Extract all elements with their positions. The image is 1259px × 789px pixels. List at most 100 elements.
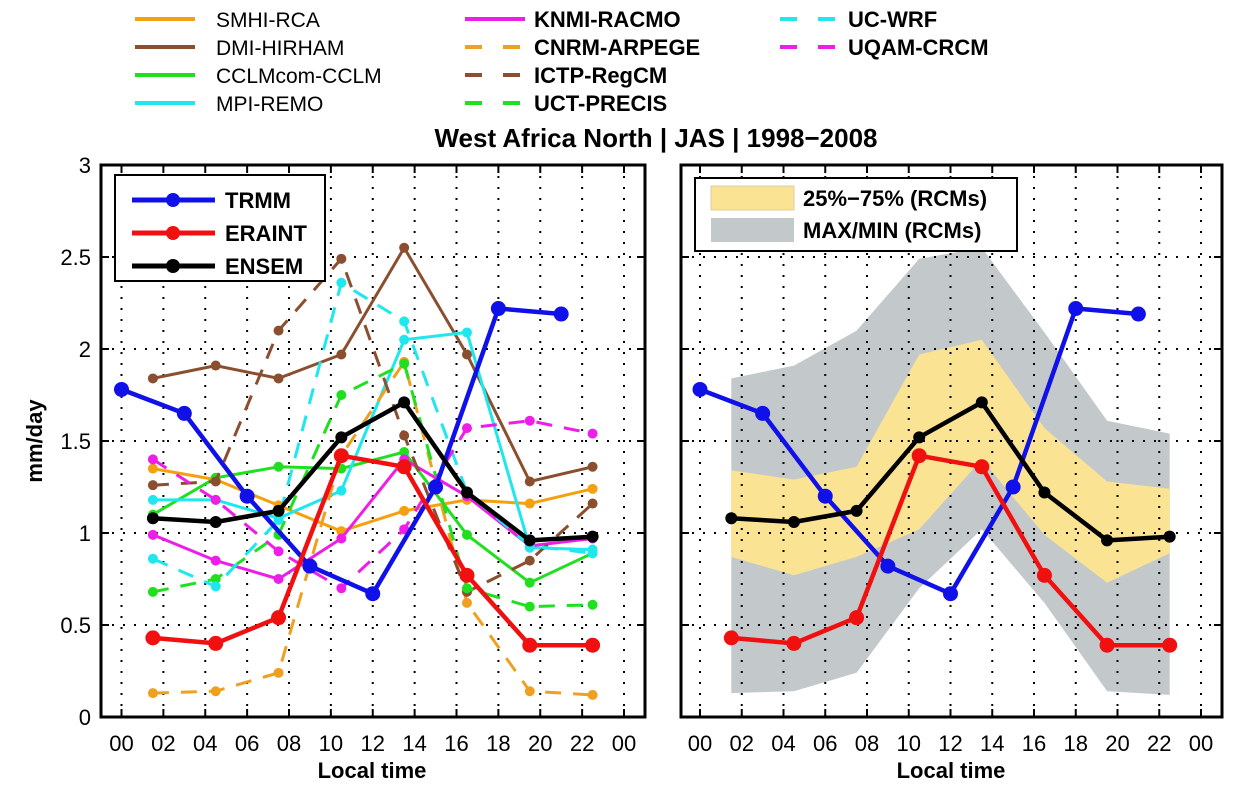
data-point-uc-wrf [587, 548, 598, 559]
data-point-smhi-rca [399, 505, 410, 516]
data-point-ictp-regcm [336, 253, 347, 264]
top-legend-label-smhi-rca: SMHI-RCA [216, 9, 320, 32]
data-point-uct-precis [461, 583, 472, 594]
y-tick-label: 1 [79, 521, 91, 546]
data-point-eraint [849, 610, 865, 626]
data-point-cnrm-arpege [147, 688, 158, 699]
data-point-ictp-regcm [524, 555, 535, 566]
data-point-ensem [913, 431, 926, 444]
series-line-mpi-remo [152, 330, 593, 552]
left-series [114, 242, 601, 700]
top-legend: SMHI-RCA DMI-HIRHAM CCLMcom-CCLM MPI-REMO KN… [135, 7, 989, 116]
data-point-ensem [335, 431, 348, 444]
series-line-ensem [731, 400, 1170, 543]
data-point-uc-wrf [273, 515, 284, 526]
data-point-dmi-hirham [336, 349, 347, 360]
data-point-mpi-remo [336, 485, 347, 496]
data-point-eraint [271, 610, 287, 626]
legend-label-eraint: ERAINT [225, 221, 307, 246]
series-line-uqam-crcm [152, 419, 593, 590]
data-point-uct-precis [399, 358, 410, 369]
data-point-ensem [1163, 530, 1176, 543]
data-point-knmi-racmo [273, 574, 284, 584]
data-point-smhi-rca [587, 483, 598, 494]
data-point-eraint [522, 637, 538, 653]
data-point-uc-wrf [399, 316, 410, 327]
data-point-cnrm-arpege [524, 686, 535, 697]
data-point-ensem [146, 512, 159, 525]
data-point-eraint [1099, 637, 1115, 653]
data-point-cclmcom-cclm [399, 447, 410, 458]
data-point-ictp-regcm [399, 430, 410, 441]
data-point-dmi-hirham [461, 349, 472, 360]
x-tick-label: 22 [570, 731, 594, 756]
x-tick-label: 00 [688, 731, 712, 756]
series-line-dmi-hirham [152, 246, 593, 483]
series-line-uc-wrf [152, 281, 593, 588]
data-point-ensem [1101, 534, 1114, 547]
data-point-ensem [725, 512, 738, 525]
data-point-ictp-regcm [210, 476, 221, 487]
x-tick-label: 04 [193, 731, 217, 756]
x-tick-label: 06 [813, 731, 837, 756]
data-point-cnrm-arpege [210, 686, 221, 697]
legend-swatch-iqr [710, 185, 795, 211]
left-xlabel: Local time [318, 758, 427, 783]
y-tick-label: 2 [79, 337, 91, 362]
data-point-uqam-crcm [210, 494, 221, 505]
x-tick-label: 12 [361, 731, 385, 756]
y-tick-label: 3 [79, 153, 91, 178]
legend-label-trmm: TRMM [225, 188, 291, 213]
data-point-trmm [428, 479, 444, 495]
series-line-trmm [699, 306, 1139, 596]
data-point-ensem [523, 534, 536, 547]
data-point-uqam-crcm [461, 423, 472, 434]
series-line-smhi-rca [152, 467, 593, 533]
data-point-trmm [365, 586, 381, 602]
data-point-eraint [723, 630, 739, 646]
data-point-smhi-rca [524, 498, 535, 509]
data-point-eraint [585, 637, 601, 653]
data-point-dmi-hirham [587, 461, 598, 472]
y-tick-label: 1.5 [60, 429, 91, 454]
data-point-trmm [490, 301, 506, 317]
inner-legend-box [114, 174, 326, 282]
top-legend-label-uct-precis: UCT-PRECIS [534, 91, 667, 116]
legend-marker-trmm [166, 193, 180, 207]
data-point-knmi-racmo [147, 529, 158, 540]
data-point-mpi-remo [399, 334, 410, 345]
left-panel: 00 02 04 06 08 10 12 14 16 18 20 22 0000.511.522.53 … [22, 153, 647, 783]
data-point-trmm [817, 488, 833, 504]
data-point-trmm [239, 488, 255, 504]
data-point-dmi-hirham [273, 373, 284, 384]
x-tick-label: 14 [402, 731, 426, 756]
right-inner-legend: 25%−75% (RCMs) MAX/MIN (RCMs) [694, 177, 1018, 252]
data-point-cnrm-arpege [273, 667, 284, 678]
x-tick-label: 10 [319, 731, 343, 756]
data-point-eraint [208, 635, 224, 651]
x-tick-label: 00 [1189, 731, 1213, 756]
right-panel: 00 02 04 06 08 10 12 14 16 18 20 22 00 25%−75% (RCMs… [679, 163, 1224, 783]
top-legend-label-ictp-regcm: ICTP-RegCM [534, 63, 667, 88]
data-point-trmm [755, 405, 771, 421]
x-tick-label: 16 [1022, 731, 1046, 756]
data-point-trmm [553, 306, 569, 322]
data-point-cclmcom-cclm [461, 529, 472, 540]
y-tick-label: 2.5 [60, 245, 91, 270]
data-point-ensem [787, 515, 800, 528]
series-line-uct-precis [152, 362, 593, 609]
top-legend-label-dmi-hirham: DMI-HIRHAM [216, 37, 344, 60]
x-tick-label: 00 [612, 731, 636, 756]
top-legend-label-cclmcom-cclm: CCLMcom-CCLM [216, 65, 382, 88]
series-line-trmm [120, 306, 562, 596]
data-point-mpi-remo [461, 327, 472, 338]
data-point-uc-wrf [336, 277, 347, 288]
x-tick-label: 20 [528, 731, 552, 756]
data-point-uqam-crcm [147, 454, 158, 465]
data-point-dmi-hirham [210, 360, 221, 371]
data-point-ensem [850, 504, 863, 517]
data-point-uct-precis [210, 574, 221, 584]
legend-marker-eraint [166, 226, 180, 240]
data-point-eraint [1036, 567, 1052, 583]
